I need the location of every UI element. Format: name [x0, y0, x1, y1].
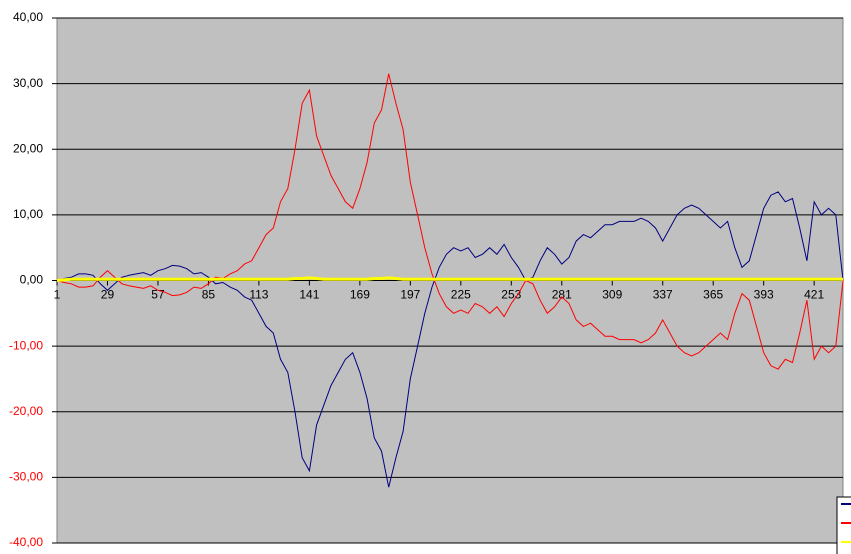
legend [836, 496, 851, 554]
y-tick-label: 10,00 [13, 207, 43, 221]
series-line [56, 73, 844, 370]
x-tick-label: 309 [602, 288, 622, 302]
x-tick-label: 253 [501, 288, 521, 302]
series-line [56, 276, 843, 282]
y-tick-label: -20,00 [9, 404, 43, 418]
y-tick-label: 40,00 [13, 10, 43, 24]
y-tick-label: -40,00 [9, 535, 43, 549]
x-tick-label: 85 [202, 288, 216, 302]
x-tick-label: 1 [54, 288, 61, 302]
x-tick-label: 141 [299, 288, 319, 302]
y-tick-label: 0,00 [20, 273, 44, 287]
y-tick-label: -30,00 [9, 470, 43, 484]
y-tick-label: -10,00 [9, 338, 43, 352]
y-tick-label: 20,00 [13, 141, 43, 155]
x-tick-label: 197 [400, 288, 420, 302]
x-tick-label: 393 [754, 288, 774, 302]
x-tick-label: 113 [249, 288, 268, 302]
x-tick-label: 57 [151, 288, 165, 302]
y-tick-label: 30,00 [13, 76, 43, 90]
x-tick-label: 365 [703, 288, 723, 302]
series-line [56, 191, 844, 488]
x-tick-label: 225 [451, 288, 471, 302]
x-tick-label: 421 [804, 288, 824, 302]
x-tick-label: 29 [101, 288, 115, 302]
x-tick-label: 169 [350, 288, 370, 302]
x-tick-label: 337 [653, 288, 673, 302]
x-tick-label: 281 [552, 288, 572, 302]
